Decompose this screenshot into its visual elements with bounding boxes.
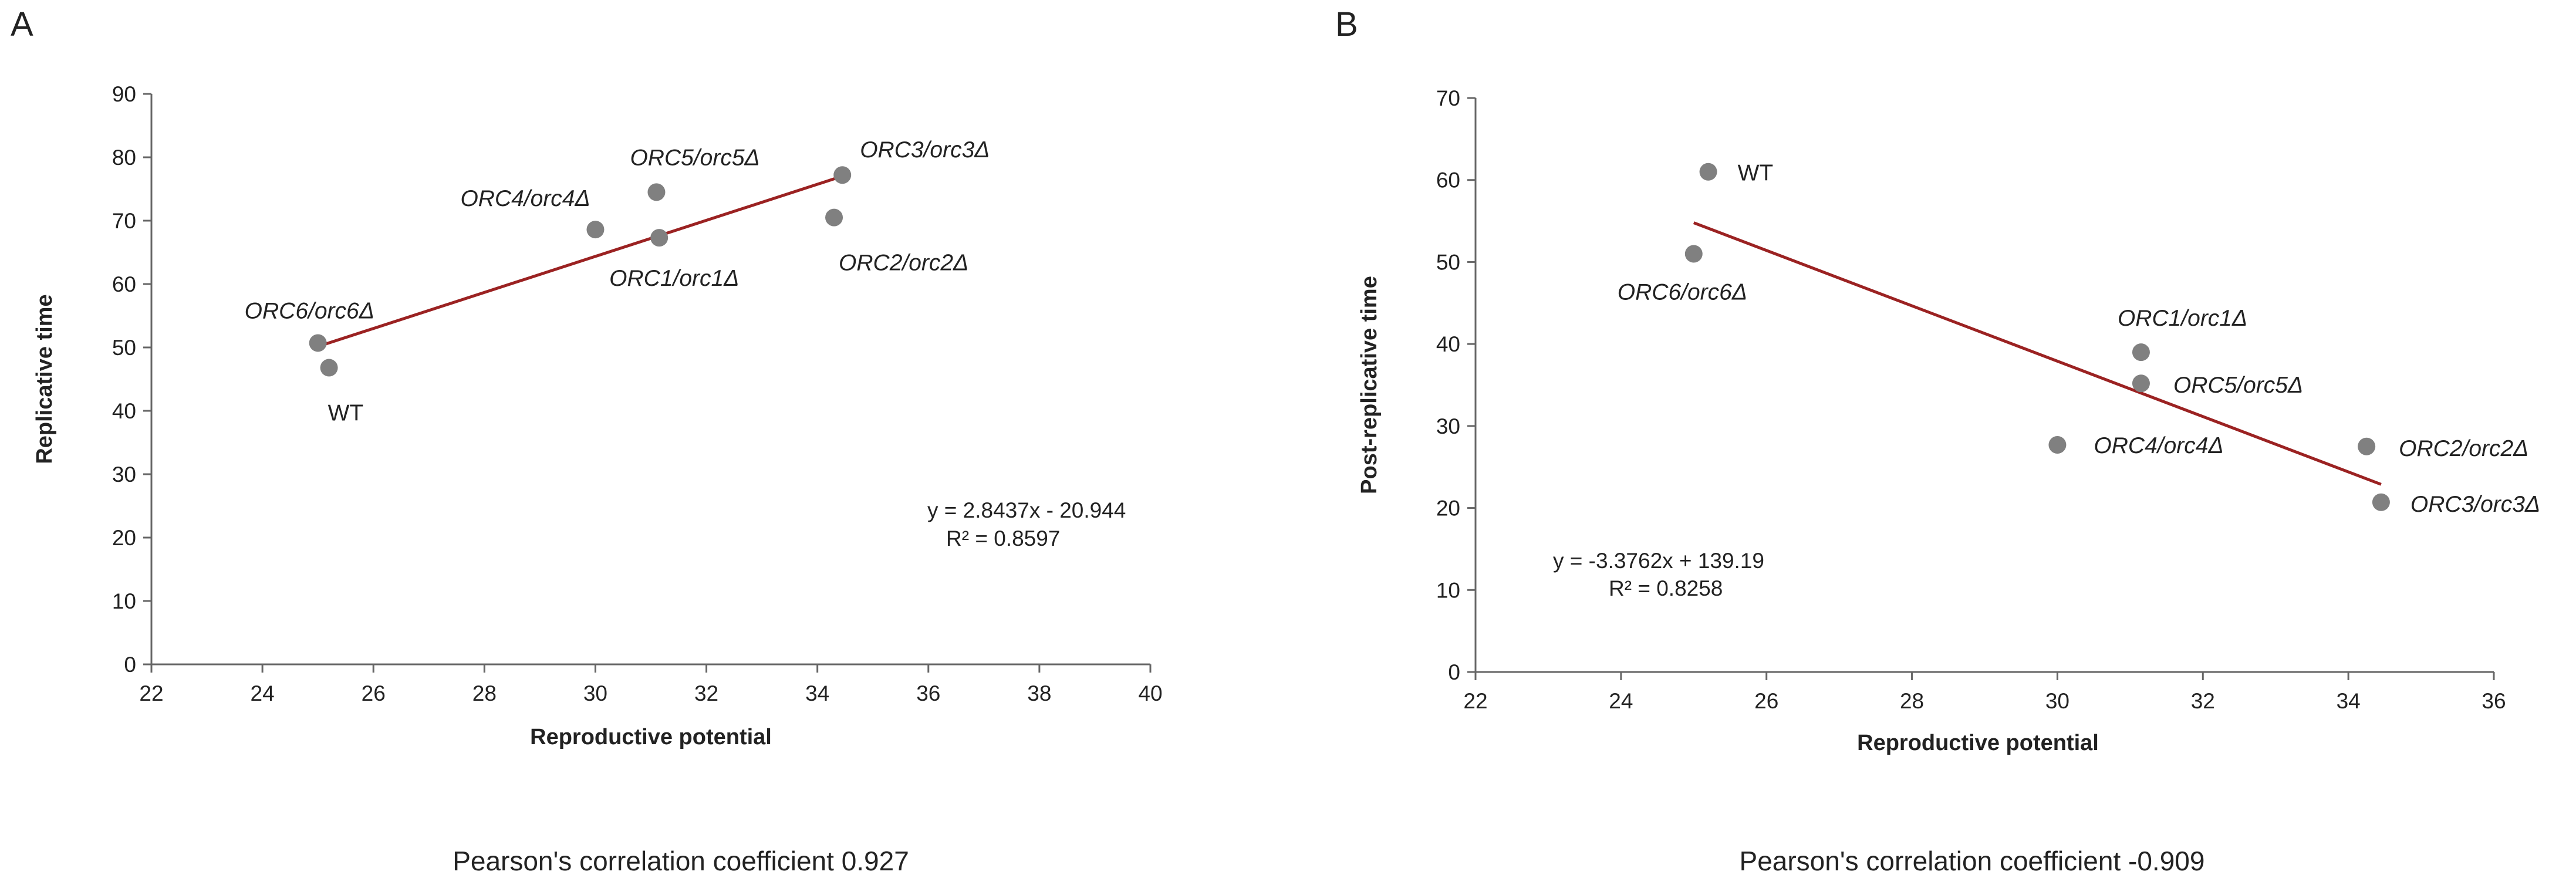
chart-b-x-tick-label: 32 <box>2191 689 2215 713</box>
chart-a-point-label: ORC3/orc3Δ <box>860 137 990 163</box>
chart-b-data-point <box>1684 245 1703 263</box>
chart-b-x-tick-label: 34 <box>2337 689 2361 713</box>
chart-b-y-tick-label: 30 <box>1436 414 1460 438</box>
panel-letter-a: A <box>11 5 33 43</box>
chart-a-x-axis-title: Reproductive potential <box>530 725 772 749</box>
chart-a-y-tick-label: 10 <box>112 589 136 613</box>
chart-a-y-tick-label: 70 <box>112 209 136 233</box>
chart-b-point-label: WT <box>1738 161 1774 186</box>
chart-a-y-axis-title: Replicative time <box>32 294 57 464</box>
chart-b-y-axis-title: Post-replicative time <box>1357 276 1382 494</box>
chart-a-x-tick-label: 40 <box>1138 681 1162 705</box>
chart-a-y-tick-label: 50 <box>112 336 136 360</box>
chart-a-x-tick-label: 22 <box>139 681 163 705</box>
chart-b-x-axis-title: Reproductive potential <box>1857 731 2099 755</box>
chart-a-y-tick-label: 90 <box>112 82 136 106</box>
chart-b-point-label: ORC2/orc2Δ <box>2399 436 2528 461</box>
chart-b-data-point <box>2048 435 2067 454</box>
chart-a-y-tick-label: 80 <box>112 146 136 170</box>
chart-b-y-tick-label: 40 <box>1436 332 1460 356</box>
chart-a-x-tick-label: 26 <box>362 681 386 705</box>
chart-a-replicative-time: 0 10 20 30 40 50 60 70 80 90 22 24 26 28 30 32 34 36 38 40 R… <box>32 82 1163 749</box>
chart-b-data-point <box>2358 437 2376 455</box>
chart-a-trendline <box>317 174 843 348</box>
chart-b-data-point <box>1699 163 1717 181</box>
caption-a-pearson: Pearson's correlation coefficient 0.927 <box>453 846 909 876</box>
chart-a-data-point <box>647 183 666 201</box>
chart-a-y-tick-label: 30 <box>112 462 136 487</box>
chart-a-point-label: ORC1/orc1Δ <box>609 266 739 291</box>
chart-a-x-tick-label: 30 <box>583 681 607 705</box>
chart-a-data-point <box>320 359 338 377</box>
chart-b-point-label: ORC4/orc4Δ <box>2094 433 2223 458</box>
chart-a-x-tick-label: 38 <box>1027 681 1051 705</box>
chart-b-point-label: ORC1/orc1Δ <box>2118 306 2247 331</box>
chart-a-point-label: ORC5/orc5Δ <box>630 145 759 170</box>
chart-b-x-tick-label: 36 <box>2482 689 2506 713</box>
chart-b-point-label: ORC3/orc3Δ <box>2410 492 2540 517</box>
chart-b-data-point <box>2132 374 2150 393</box>
chart-a-x-tick-label: 36 <box>916 681 940 705</box>
chart-b-y-tick-label: 20 <box>1436 497 1460 521</box>
chart-b-x-tick-label: 22 <box>1463 689 1487 713</box>
chart-b-y-tick-label: 50 <box>1436 250 1460 274</box>
chart-a-point-label: WT <box>328 401 364 426</box>
chart-b-r-squared: R² = 0.8258 <box>1609 576 1723 600</box>
chart-b-y-tick-label: 70 <box>1436 86 1460 110</box>
chart-a-y-tick-label: 0 <box>124 653 136 677</box>
chart-a-trend-equation: y = 2.8437x - 20.944 <box>927 498 1126 522</box>
chart-a-y-tick-label: 20 <box>112 526 136 550</box>
chart-a-x-tick-label: 28 <box>472 681 497 705</box>
chart-b-y-tick-label: 0 <box>1448 660 1460 684</box>
chart-b-x-tick-label: 24 <box>1609 689 1633 713</box>
caption-b-pearson: Pearson's correlation coefficient -0.909 <box>1739 846 2205 876</box>
chart-a-x-tick-label: 34 <box>805 681 829 705</box>
chart-b-trend-equation: y = -3.3762x + 139.19 <box>1553 549 1764 573</box>
chart-a-point-label: ORC4/orc4Δ <box>460 186 590 211</box>
chart-a-data-point <box>309 334 327 352</box>
chart-b-x-tick-label: 28 <box>1900 689 1924 713</box>
chart-b-trendline <box>1693 221 2382 486</box>
chart-a-data-point <box>825 208 843 227</box>
chart-a-data-point <box>650 229 669 247</box>
chart-a-point-label: ORC6/orc6Δ <box>245 298 374 323</box>
chart-a-data-point <box>833 166 852 184</box>
chart-b-y-tick-label: 60 <box>1436 168 1460 192</box>
chart-a-point-label: ORC2/orc2Δ <box>839 251 968 276</box>
chart-b-x-tick-label: 26 <box>1754 689 1778 713</box>
panel-letter-b: B <box>1335 5 1358 43</box>
chart-b-y-tick-label: 10 <box>1436 578 1460 602</box>
chart-a-r-squared: R² = 0.8597 <box>946 526 1060 550</box>
chart-b-data-point <box>2132 343 2150 362</box>
chart-b-post-replicative-time: 0 10 20 30 40 50 60 70 22 24 26 28 30 32 34 36 Reproduct… <box>1357 86 2540 755</box>
chart-b-data-point <box>2372 493 2390 511</box>
chart-b-point-label: ORC6/orc6Δ <box>1618 279 1747 305</box>
chart-a-x-tick-label: 24 <box>251 681 275 705</box>
chart-a-y-tick-label: 60 <box>112 272 136 296</box>
chart-a-data-point <box>586 221 605 239</box>
chart-a-y-tick-label: 40 <box>112 399 136 423</box>
chart-b-point-label: ORC5/orc5Δ <box>2173 373 2303 398</box>
chart-b-x-tick-label: 30 <box>2045 689 2069 713</box>
chart-a-x-tick-label: 32 <box>694 681 718 705</box>
